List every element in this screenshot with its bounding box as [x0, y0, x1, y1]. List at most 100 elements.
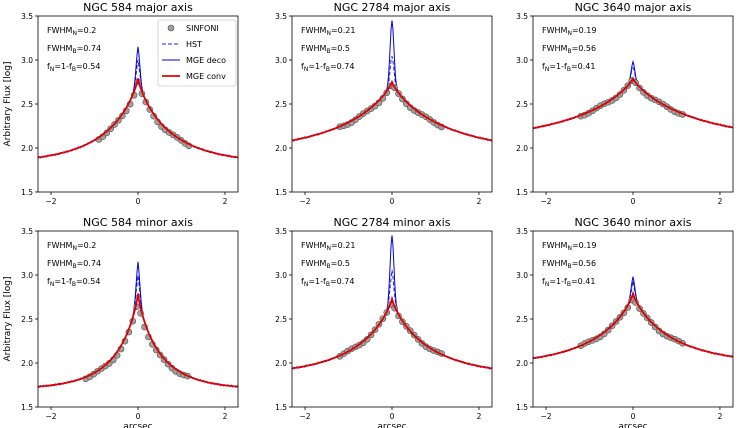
y-tick-label: 3.0: [275, 271, 287, 280]
panel-title: NGC 2784 major axis: [334, 1, 451, 14]
panel: NGC 3640 major axis 1.5 2.0 2.5 3.0 3.5 −2 0 2 FW…: [516, 1, 734, 206]
x-tick-label: 2: [718, 197, 723, 206]
mge-conv-line: [38, 78, 238, 159]
y-tick-label: 2.0: [516, 359, 528, 368]
x-tick-label: 0: [136, 412, 141, 421]
annotation: FWHMB=0.56: [542, 44, 596, 55]
y-axis-label: Arbitrary Flux [log]: [3, 61, 13, 146]
annotation: FWHMB=0.5: [301, 44, 350, 55]
mge-deco-line: [533, 59, 733, 129]
panel-title: NGC 2784 minor axis: [334, 216, 451, 229]
y-tick-label: 1.5: [516, 188, 528, 197]
x-tick-label: 2: [223, 412, 228, 421]
y-tick-label: 1.5: [516, 403, 528, 412]
y-tick-label: 2.5: [275, 100, 287, 109]
y-tick-label: 3.0: [21, 56, 33, 65]
y-axis-label: Arbitrary Flux [log]: [3, 276, 13, 361]
x-tick-label: −2: [300, 412, 311, 421]
panel-title: NGC 3640 minor axis: [575, 216, 692, 229]
annotation: FWHMB=0.74: [47, 44, 101, 55]
annotation: fN=1-fB=0.54: [47, 277, 100, 288]
annotation: FWHMN=0.21: [301, 26, 355, 37]
annotation: FWHMB=0.56: [542, 259, 596, 270]
y-tick-label: 1.5: [21, 403, 33, 412]
x-tick-label: 2: [477, 197, 482, 206]
mge-conv-line: [292, 295, 492, 370]
y-tick-label: 3.5: [516, 227, 528, 236]
panel-frame: [37, 230, 239, 408]
hst-line: [38, 275, 238, 389]
y-tick-label: 2.5: [516, 100, 528, 109]
panel: NGC 584 minor axis 1.5 2.0 2.5 3.0 3.5 −2 0 2 FWH…: [3, 216, 239, 428]
mge-conv-line: [533, 76, 733, 130]
panel-frame: [291, 15, 493, 193]
x-axis-label: arcsec: [618, 422, 647, 428]
y-tick-label: 2.0: [21, 359, 33, 368]
x-tick-label: 0: [136, 197, 141, 206]
x-tick-label: −2: [541, 412, 552, 421]
y-tick-label: 2.0: [275, 359, 287, 368]
x-tick-label: 0: [390, 197, 395, 206]
x-tick-label: 2: [477, 412, 482, 421]
annotation: fN=1-fB=0.41: [542, 277, 595, 288]
legend-label: MGE conv: [186, 72, 226, 81]
x-tick-label: 2: [718, 412, 723, 421]
panel-frame: [532, 15, 734, 193]
y-tick-label: 2.5: [516, 315, 528, 324]
x-tick-label: 2: [223, 197, 228, 206]
y-tick-label: 2.0: [21, 144, 33, 153]
y-tick-label: 2.5: [275, 315, 287, 324]
x-tick-label: 0: [390, 412, 395, 421]
y-tick-label: 2.5: [21, 315, 33, 324]
legend-marker-sinfoni: [167, 24, 175, 32]
sinfoni-point: [164, 360, 172, 368]
annotation: FWHMN=0.21: [301, 241, 355, 252]
panel-frame: [37, 15, 239, 193]
legend-label: MGE deco: [186, 56, 226, 65]
x-tick-label: −2: [541, 197, 552, 206]
annotation: FWHMN=0.19: [542, 26, 596, 37]
legend-label: SINFONI: [186, 24, 219, 33]
y-tick-label: 3.0: [21, 271, 33, 280]
sinfoni-point: [363, 335, 371, 343]
panel: NGC 584 major axis 1.5 2.0 2.5 3.0 3.5 −2 0 2 FWH…: [3, 1, 239, 206]
y-tick-label: 2.0: [275, 144, 287, 153]
y-tick-label: 3.5: [275, 12, 287, 21]
y-tick-label: 1.5: [275, 188, 287, 197]
y-tick-label: 3.0: [516, 56, 528, 65]
panel-title: NGC 584 major axis: [83, 1, 193, 14]
x-tick-label: −2: [46, 197, 57, 206]
panel-title: NGC 584 minor axis: [83, 216, 193, 229]
panel-frame: [532, 230, 734, 408]
annotation: FWHMN=0.19: [542, 241, 596, 252]
mge-deco-line: [533, 276, 733, 359]
y-tick-label: 3.5: [516, 12, 528, 21]
x-tick-label: −2: [300, 197, 311, 206]
x-tick-label: 0: [631, 412, 636, 421]
annotation: FWHMN=0.2: [47, 26, 96, 37]
x-axis-label: arcsec: [377, 422, 406, 428]
x-tick-label: −2: [46, 412, 57, 421]
y-tick-label: 3.0: [516, 271, 528, 280]
panel: NGC 3640 minor axis 1.5 2.0 2.5 3.0 3.5 −2 0 2 FW…: [516, 216, 734, 428]
annotation: fN=1-fB=0.41: [542, 62, 595, 73]
panel-frame: [291, 230, 493, 408]
y-tick-label: 3.5: [21, 227, 33, 236]
mge-conv-line: [533, 290, 733, 360]
annotation: fN=1-fB=0.74: [301, 62, 354, 73]
legend-label: HST: [186, 40, 202, 49]
y-tick-label: 1.5: [21, 188, 33, 197]
annotation: FWHMB=0.5: [301, 259, 350, 270]
y-tick-label: 3.0: [275, 56, 287, 65]
mge-conv-line: [38, 293, 238, 388]
x-tick-label: 0: [631, 197, 636, 206]
annotation: FWHMB=0.74: [47, 259, 101, 270]
annotation: fN=1-fB=0.54: [47, 62, 100, 73]
legend: SINFONI HST MGE deco MGE conv: [157, 19, 237, 87]
panel-title: NGC 3640 major axis: [575, 1, 692, 14]
y-tick-label: 2.0: [516, 144, 528, 153]
y-tick-label: 1.5: [275, 403, 287, 412]
panel: NGC 2784 minor axis 1.5 2.0 2.5 3.0 3.5 −2 0 2 FW…: [275, 216, 493, 428]
annotation: FWHMN=0.2: [47, 241, 96, 252]
